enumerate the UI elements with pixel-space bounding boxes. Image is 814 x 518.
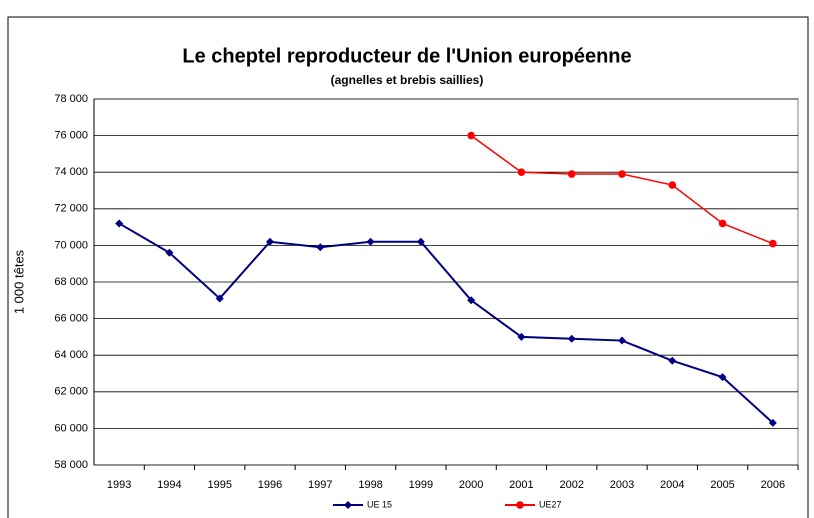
data-point (567, 170, 576, 178)
x-tick-label: 1998 (358, 479, 382, 491)
data-point (718, 219, 727, 228)
y-tick-label: 78 000 (54, 93, 88, 105)
data-point (618, 170, 626, 178)
chart-title: Le cheptel reproducteur de l'Union europ… (182, 45, 631, 67)
legend-label: UE 15 (367, 499, 392, 509)
data-point (467, 296, 476, 305)
data-point (517, 168, 526, 176)
data-point (416, 237, 425, 246)
chart-frame (7, 16, 809, 518)
x-tick-label: 2002 (559, 479, 583, 491)
y-tick-label: 60 000 (54, 422, 88, 434)
x-tick-label: 1999 (409, 479, 433, 491)
data-point (366, 237, 375, 246)
x-tick-label: 1996 (258, 479, 282, 491)
data-point (768, 418, 777, 427)
legend-marker (516, 501, 524, 509)
series-line (118, 222, 774, 424)
x-tick-label: 1997 (308, 479, 332, 491)
y-tick-label: 66 000 (54, 313, 88, 325)
legend-marker (344, 501, 352, 509)
data-point (266, 237, 274, 246)
x-tick-label: 1993 (107, 479, 131, 491)
data-point (718, 373, 727, 382)
series-line (470, 134, 774, 245)
y-tick-label: 64 000 (54, 349, 88, 361)
x-tick-label: 1994 (157, 479, 181, 491)
y-tick-label: 72 000 (54, 203, 88, 215)
data-point (769, 239, 777, 248)
y-tick-label: 74 000 (54, 166, 88, 178)
x-tick-label: 2006 (761, 479, 785, 491)
x-tick-label: 1995 (207, 479, 231, 491)
x-tick-label: 2005 (710, 479, 734, 491)
data-point (517, 332, 526, 341)
x-tick-label: 2004 (660, 479, 684, 491)
x-tick-label: 2001 (509, 479, 533, 491)
data-point (215, 294, 224, 303)
data-point (567, 334, 576, 343)
data-point (467, 131, 475, 140)
data-point (165, 248, 174, 257)
y-tick-label: 62 000 (54, 386, 88, 398)
data-point (316, 243, 325, 252)
data-point (668, 356, 677, 365)
legend-label: UE27 (539, 499, 562, 509)
y-tick-label: 76 000 (54, 130, 88, 142)
y-tick-label: 70 000 (54, 239, 88, 251)
data-point (115, 219, 124, 228)
y-tick-label: 58 000 (54, 459, 88, 471)
x-tick-label: 2000 (459, 479, 483, 491)
chart-subtitle: (agnelles et brebis saillies) (331, 73, 484, 87)
data-point (618, 336, 626, 345)
x-tick-label: 2003 (610, 479, 634, 491)
y-tick-label: 68 000 (54, 276, 88, 288)
y-axis-label: 1 000 têtes (11, 249, 26, 314)
data-point (668, 181, 677, 189)
